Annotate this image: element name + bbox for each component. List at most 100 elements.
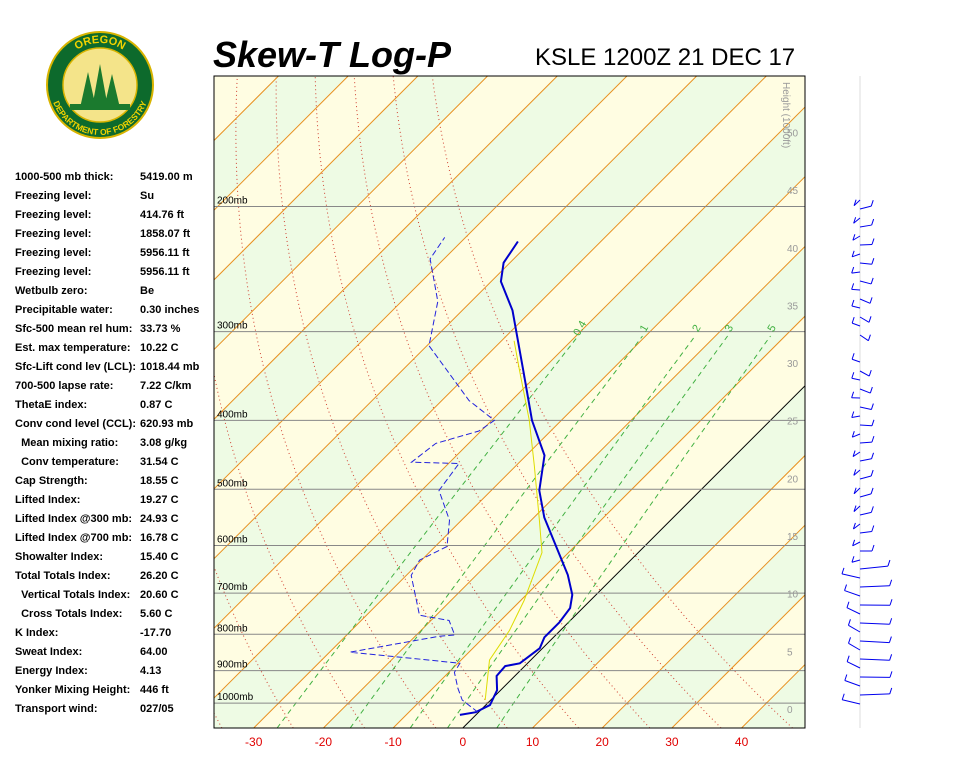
mixing-ratio-label: 2 [690, 323, 703, 334]
y2-tick-label: 45 [787, 186, 799, 197]
stat-label: Mean mixing ratio: [15, 437, 118, 449]
wind-barb-flag [851, 283, 855, 290]
wind-barb [859, 585, 890, 588]
wind-barb-flag [853, 217, 857, 224]
x-tick-label: -30 [245, 735, 263, 749]
stat-label: 1000-500 mb thick: [15, 171, 113, 183]
stat-label: Precipitable water: [15, 304, 113, 316]
stat-value: Be [140, 285, 154, 297]
wind-barb-flag [889, 654, 893, 661]
wind-barb-flag [889, 579, 893, 586]
wind-barb [844, 680, 861, 687]
y-tick-label: 300mb [217, 321, 248, 332]
wind-barb [851, 288, 861, 291]
wind-barb [848, 624, 861, 633]
dry-adiabat [275, 76, 508, 728]
x-tick-label: 10 [526, 735, 540, 749]
wind-barb-flag [852, 522, 856, 530]
wind-barb-flag [868, 316, 872, 323]
stat-label: Total Totals Index: [15, 570, 111, 582]
mixing-ratio-line [447, 335, 729, 728]
stat-label: 700-500 lapse rate: [15, 380, 113, 392]
stat-value: Su [140, 190, 154, 202]
stat-value: 0.87 C [140, 399, 172, 411]
wind-barb [853, 217, 861, 224]
wind-barbs [841, 199, 893, 705]
wind-barb [853, 523, 861, 530]
stat-value: 3.08 g/kg [140, 437, 187, 449]
wind-barb-flag [841, 693, 845, 700]
wind-barb [859, 493, 872, 498]
wind-barb [859, 511, 872, 516]
wind-barb [859, 565, 888, 570]
wind-barb [859, 622, 890, 625]
wind-barb-flag [853, 199, 857, 206]
stat-value: 027/05 [140, 703, 174, 715]
stat-value: 4.13 [140, 665, 161, 677]
wind-barb [844, 590, 861, 597]
wind-barb [852, 235, 861, 241]
stat-value: 19.27 C [140, 494, 179, 506]
wind-barb-flag [853, 487, 857, 494]
y2-tick-label: 50 [787, 128, 799, 139]
wind-barb-flag [853, 469, 857, 476]
dry-adiabat [235, 76, 437, 728]
dry-adiabat [0, 74, 8, 728]
profile-line [459, 240, 574, 716]
stat-value: 7.22 C/km [140, 380, 192, 392]
wind-barb-flag [851, 556, 855, 563]
wind-barb [859, 370, 870, 377]
isotherm [671, 594, 805, 728]
stat-value: 5.60 C [140, 608, 172, 620]
mixing-ratio-label: 3 [723, 323, 736, 334]
wind-barb [851, 271, 861, 274]
y-tick-label: 900mb [217, 660, 248, 671]
wind-barb-flag [871, 258, 875, 265]
y-tick-label: 200mb [217, 196, 248, 207]
wind-barb [859, 388, 871, 394]
wind-barb-flag [848, 637, 851, 644]
wind-barb [846, 607, 861, 615]
wind-barb-flag [870, 506, 874, 513]
wind-barb-flag [851, 316, 855, 324]
stat-value: 446 ft [140, 684, 169, 696]
x-tick-label: 20 [596, 735, 610, 749]
y2-tick-label: 20 [787, 474, 799, 485]
wind-barb-flag [851, 411, 855, 418]
mixing-ratio-label: 5 [765, 323, 778, 334]
logo-ground [70, 104, 130, 110]
plot-grid [0, 74, 805, 728]
stat-label: Sfc-500 mean rel hum: [15, 323, 132, 335]
logo-top-text: OREGON [73, 34, 128, 53]
y-tick-label: 500mb [217, 478, 248, 489]
x-tick-label: -20 [315, 735, 333, 749]
wind-barb [859, 658, 890, 661]
stat-value: 414.76 ft [140, 209, 184, 221]
stats-table: 1000-500 mb thick: 5419.00 m Freezing leve… [15, 171, 200, 715]
wind-barb-flag [871, 435, 875, 443]
wind-barb-flag [889, 687, 893, 695]
stat-label: Est. max temperature: [15, 342, 131, 354]
mixing-ratio-line [349, 335, 643, 728]
stat-value: 1018.44 mb [140, 361, 200, 373]
x-tick-label: 0 [459, 735, 466, 749]
wind-barb-flag [852, 234, 856, 241]
isotherm [253, 176, 805, 728]
wind-barb-flag [844, 674, 848, 681]
stat-value: 620.93 mb [140, 418, 193, 430]
stat-label: Lifted Index: [15, 494, 80, 506]
y2-tick-label: 5 [787, 647, 793, 658]
wind-barb-flag [844, 584, 848, 591]
isotherm-extension [214, 76, 419, 281]
stat-value: 0.30 inches [140, 304, 199, 316]
stat-label: Wetbulb zero: [15, 285, 88, 297]
stat-value: 20.60 C [140, 589, 179, 601]
profile-line [349, 237, 496, 713]
wind-barb-flag [869, 386, 873, 394]
stat-label: Freezing level: [15, 247, 91, 259]
stat-value: 16.78 C [140, 532, 179, 544]
profile-line [484, 340, 543, 701]
wind-barb-flag [888, 636, 892, 643]
isotherm-extension [214, 106, 805, 699]
y2-tick-label: 15 [787, 532, 799, 543]
